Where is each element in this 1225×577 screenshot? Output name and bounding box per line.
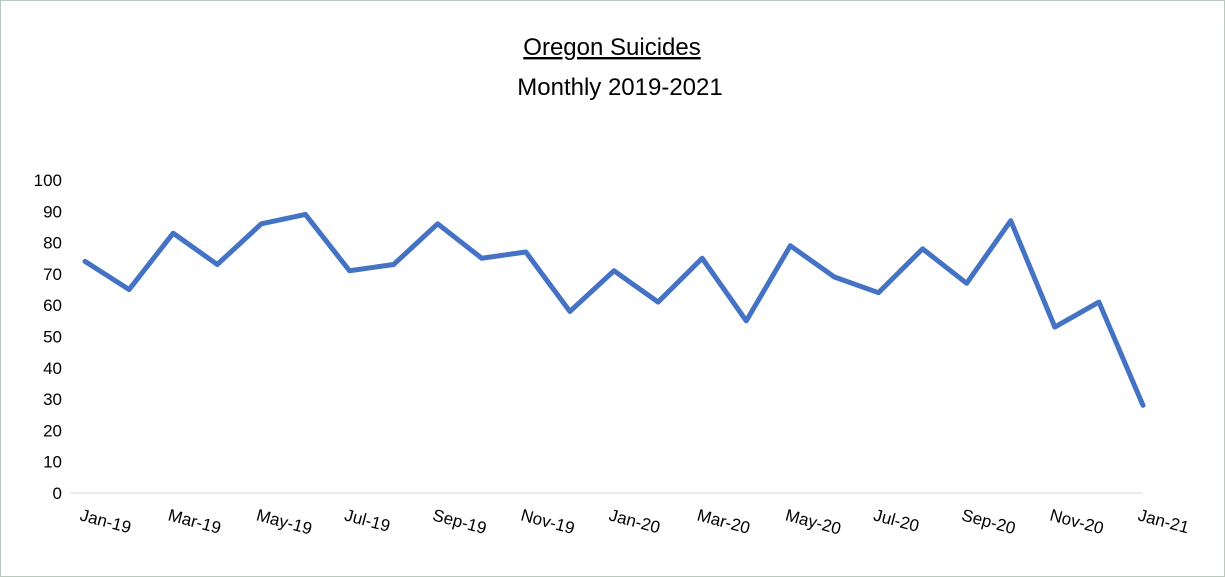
y-tick-label: 20 (43, 421, 62, 440)
chart-title: Oregon Suicides (523, 34, 700, 61)
y-tick-label: 50 (43, 328, 62, 347)
line-series (82, 211, 1146, 408)
y-tick-label: 100 (34, 171, 62, 190)
y-tick-label: 10 (43, 453, 62, 472)
y-tick-label: 30 (43, 390, 62, 409)
y-tick-label: 80 (43, 234, 62, 253)
y-tick-label: 70 (43, 265, 62, 284)
y-tick-label: 60 (43, 296, 62, 315)
y-tick-label: 90 (43, 202, 62, 221)
y-tick-label: 40 (43, 359, 62, 378)
y-tick-label: 0 (53, 484, 62, 503)
chart-subtitle: Monthly 2019-2021 (517, 74, 722, 101)
